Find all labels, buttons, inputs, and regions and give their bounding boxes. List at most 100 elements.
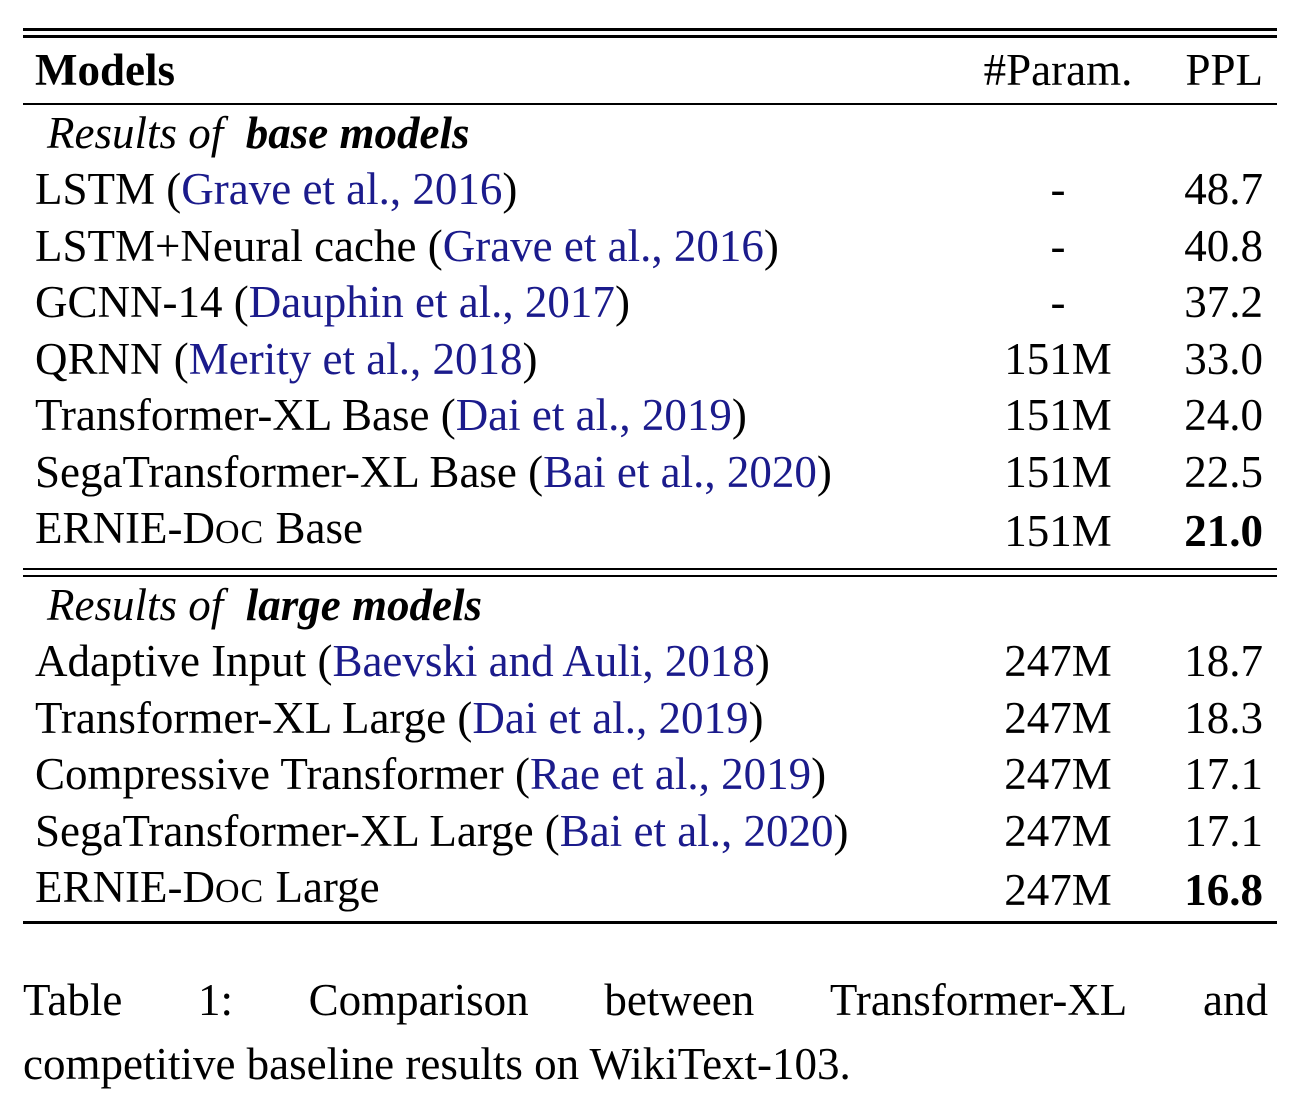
citation-link[interactable]: Grave et al., 2016 [181,164,503,214]
table-row: LSTM (Grave et al., 2016) - 48.7 [23,161,1277,218]
large-rows: Adaptive Input (Baevski and Auli, 2018) 2… [23,633,1277,859]
citation-link[interactable]: Merity et al., 2018 [188,333,523,384]
middle-rule-line-1 [23,567,1277,570]
param-count: 247M [1004,749,1112,799]
model-cell: LSTM+Neural cache (Grave et al., 2016) [23,218,973,275]
table-row: LSTM+Neural cache (Grave et al., 2016) - 4… [23,218,1277,275]
section-large-prefix: Results of [47,579,224,630]
citation-link[interactable]: Dai et al., 2019 [472,692,749,743]
citation-open-paren: ( [503,749,530,799]
model-name: LSTM+Neural cache [35,220,417,271]
model-name-part: ERNIE-D [35,503,215,553]
header-ppl: PPL [1185,45,1263,95]
citation-open-paren: ( [222,277,249,327]
param-count: - [1050,277,1066,327]
middle-rule-line-2 [23,574,1277,577]
model-name: GCNN-14 [35,277,223,327]
citation-close-paren: ) [614,277,630,327]
section-base-emph: base models [245,107,470,158]
model-cell: GCNN-14 (Dauphin et al., 2017) [23,274,973,331]
model-name: QRNN [35,333,163,384]
model-name: Compressive Transformer [35,749,504,799]
param-count: - [1050,220,1066,271]
param-count: 151M [1004,505,1112,556]
citation-close-paren: ) [816,446,832,497]
caption-word: and [1202,975,1268,1025]
ppl-value: 40.8 [1184,220,1263,271]
ppl-value: 33.0 [1184,333,1263,384]
citation-close-paren: ) [833,805,849,856]
ppl-value: 22.5 [1184,446,1263,497]
model-cell: Transformer-XL Large (Dai et al., 2019) [23,690,973,747]
ppl-value: 17.1 [1184,749,1263,799]
table-row-ernie-doc-base: ERNIE-DOC Base 151M 21.0 [23,500,1277,562]
model-name-suffix: Base [264,503,363,553]
ppl-value-best: 21.0 [1184,505,1263,556]
citation-open-paren: ( [162,333,189,384]
param-count: 247M [1004,864,1112,915]
param-count: 151M [1004,390,1112,440]
citation-open-paren: ( [306,636,333,686]
caption-word: 1: [197,975,233,1025]
results-table: Models #Param. PPL Results of base model… [23,28,1277,924]
citation-link[interactable]: Bai et al., 2020 [559,805,834,856]
section-heading-large: Results of large models [23,577,1277,634]
model-cell: SegaTransformer-XL Large (Bai et al., 20… [23,803,973,860]
model-cell: QRNN (Merity et al., 2018) [23,331,973,388]
model-name: SegaTransformer-XL Base [35,446,517,497]
section-base-prefix: Results of [47,107,224,158]
model-cell: Compressive Transformer (Rae et al., 201… [23,746,973,803]
top-rule-line-2 [23,35,1277,38]
table-caption: Table 1: Comparison between Transformer-XL an… [23,968,1268,1096]
citation-link[interactable]: Dai et al., 2019 [455,390,732,440]
ppl-value: 17.1 [1184,805,1263,856]
table-row: Compressive Transformer (Rae et al., 201… [23,746,1277,803]
citation-link[interactable]: Grave et al., 2016 [442,220,764,271]
header-row: Models #Param. PPL [23,38,1277,103]
param-count: 151M [1004,446,1112,497]
table-row: QRNN (Merity et al., 2018) 151M 33.0 [23,331,1277,388]
model-cell: SegaTransformer-XL Base (Bai et al., 202… [23,444,973,501]
param-count: 151M [1004,333,1112,384]
ppl-value: 24.0 [1184,390,1263,440]
model-cell: Transformer-XL Base (Dai et al., 2019) [23,387,973,444]
model-name-smallcaps: OC [214,514,265,551]
citation-close-paren: ) [763,220,779,271]
table-row: SegaTransformer-XL Base (Bai et al., 202… [23,444,1277,501]
citation-close-paren: ) [502,164,518,214]
model-name: LSTM [35,164,156,214]
citation-link[interactable]: Bai et al., 2020 [543,446,817,497]
large-section-table: Results of large models Adaptive Input (… [23,577,1277,921]
ppl-value: 18.7 [1184,636,1263,686]
header-rule [23,102,1277,105]
table-row: Transformer-XL Base (Dai et al., 2019) 15… [23,387,1277,444]
model-name-part: ERNIE-D [35,862,215,912]
citation-open-paren: ( [155,164,182,214]
model-name: ERNIE-DOC Base [23,500,973,562]
ppl-value: 18.3 [1184,692,1263,743]
citation-open-paren: ( [516,446,544,497]
citation-link[interactable]: Dauphin et al., 2017 [248,277,615,327]
table-row: Transformer-XL Large (Dai et al., 2019) 2… [23,690,1277,747]
header-models: Models [35,45,175,95]
citation-link[interactable]: Baevski and Auli, 2018 [332,636,755,686]
base-section-table: Results of base models LSTM (Grave et al… [23,105,1277,562]
citation-link[interactable]: Rae et al., 2019 [529,749,812,799]
citation-open-paren: ( [446,692,473,743]
bottom-rule [23,920,1277,924]
top-rule-line-1 [23,28,1277,31]
caption-line-2: competitive baseline results on WikiText… [23,1039,851,1089]
param-count: 247M [1004,805,1112,856]
top-rule [23,28,1277,38]
model-cell: LSTM (Grave et al., 2016) [23,161,973,218]
ppl-value: 37.2 [1184,277,1263,327]
param-count: 247M [1004,636,1112,686]
caption-word: Table [23,975,123,1025]
caption-word: Transformer-XL [829,975,1128,1025]
section-heading-base: Results of base models [23,105,1277,162]
param-count: 247M [1004,692,1112,743]
param-count: - [1050,164,1066,214]
citation-close-paren: ) [522,333,538,384]
model-name-smallcaps: OC [214,873,265,910]
table-row: Adaptive Input (Baevski and Auli, 2018) 2… [23,633,1277,690]
